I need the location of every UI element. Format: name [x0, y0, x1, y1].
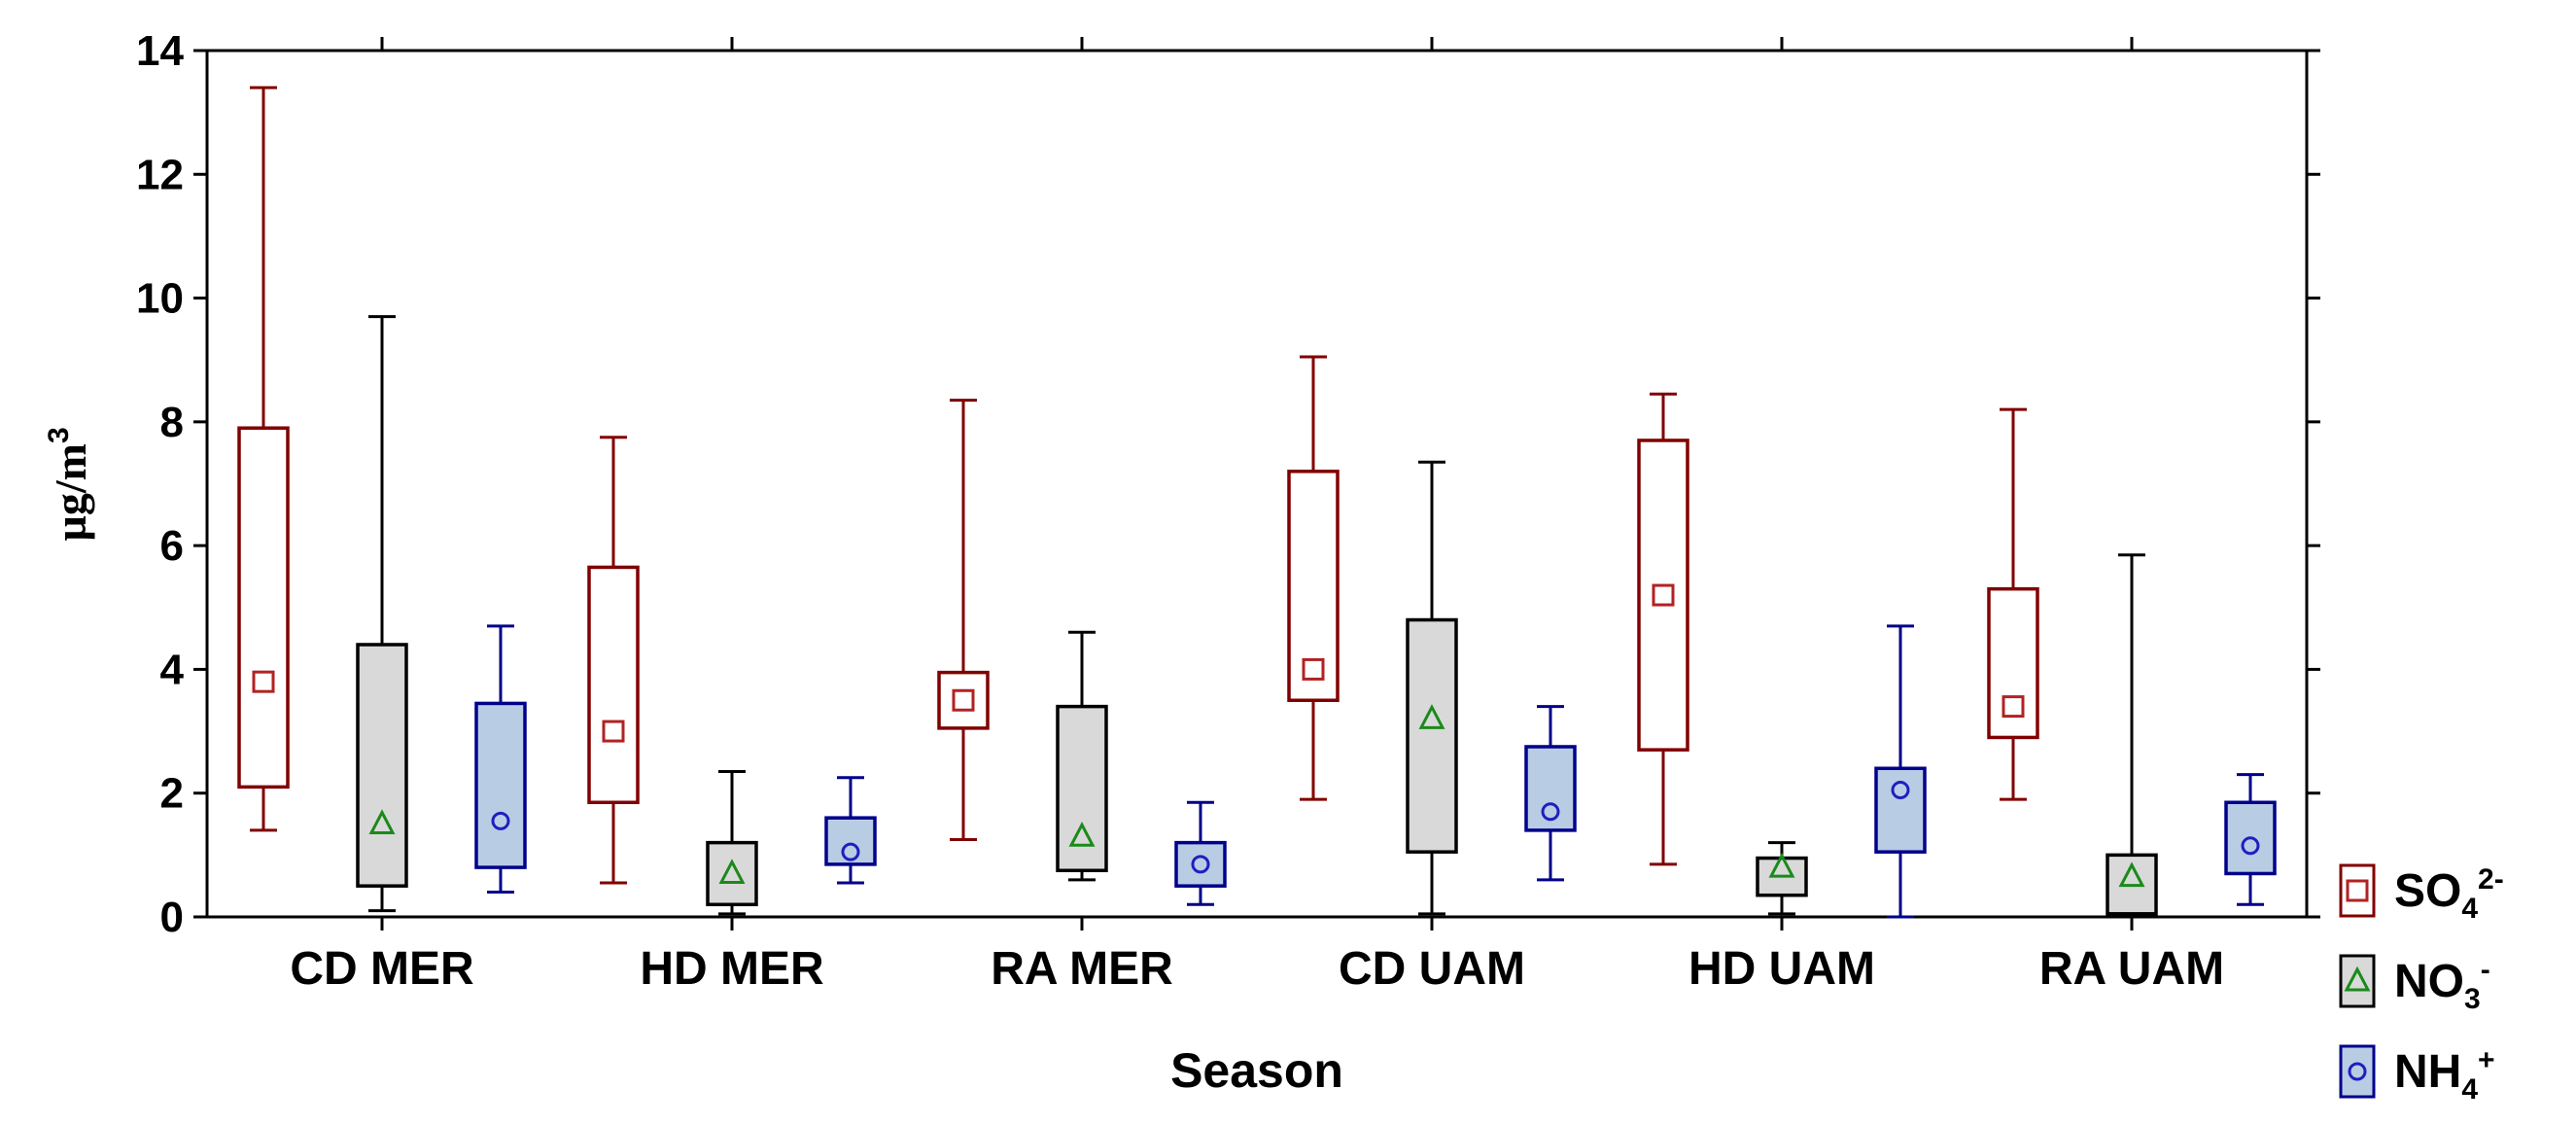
iqr-box [1524, 745, 1577, 832]
y-tick-label: 8 [160, 399, 184, 446]
box-ra-mer-0 [937, 399, 990, 841]
box-cd-uam-0 [1287, 355, 1340, 801]
iqr-box [824, 816, 877, 866]
box-cd-mer-2 [474, 624, 527, 895]
legend-label: NH4+ [2394, 1044, 2495, 1106]
median-marker [252, 670, 275, 693]
box-cd-mer-0 [237, 86, 290, 832]
legend-label-base: SO [2394, 865, 2461, 917]
legend-item-1: NO3- [2339, 954, 2490, 1015]
iqr-box [1406, 617, 1458, 854]
median-marker [1068, 822, 1096, 847]
box-hd-mer-1 [706, 769, 758, 916]
legend-marker [2348, 1062, 2367, 1081]
legend-label-base: NO [2394, 956, 2464, 1007]
plot-frame [205, 49, 2309, 919]
iqr-box [1637, 439, 1689, 752]
legend-label-sup: - [2481, 954, 2490, 986]
y-tick-label: 12 [136, 151, 184, 198]
box-cd-mer-1 [356, 315, 408, 913]
median-marker [368, 809, 396, 835]
iqr-box [2106, 853, 2158, 916]
median-marker [1302, 657, 1325, 681]
median-marker [2002, 695, 2025, 719]
y-tick-label: 0 [160, 894, 184, 941]
iqr-box [1987, 586, 2039, 740]
iqr-box [706, 840, 758, 907]
iqr-box [474, 701, 527, 869]
legend-label-sup: 2- [2478, 863, 2504, 896]
legend-label-base: NH [2394, 1046, 2461, 1098]
box-cd-uam-2 [1524, 705, 1577, 882]
median-marker [841, 842, 860, 861]
median-marker [491, 811, 510, 830]
box-ra-uam-1 [2106, 553, 2158, 919]
box-ra-mer-2 [1174, 800, 1227, 906]
legend-label: NO3- [2394, 954, 2490, 1015]
y-tick-label: 2 [160, 770, 184, 818]
box-series [237, 86, 2277, 919]
median-marker [2241, 836, 2260, 856]
median-marker [718, 859, 746, 884]
legend-item-0: SO42- [2339, 863, 2504, 925]
iqr-box [937, 670, 990, 730]
legend: SO42-NO3-NH4+ [2339, 863, 2504, 1106]
y-tick-labels: 0 2 4 6 8 10 12 14 [136, 27, 184, 941]
y-axis-title-sup: 3 [43, 427, 75, 443]
x-axis-title: Season [1170, 1043, 1343, 1098]
y-axis-title-base: µg/m [46, 443, 95, 542]
legend-marker [2346, 879, 2369, 902]
legend-label-sub: 4 [2461, 1073, 2478, 1106]
box-hd-uam-2 [1874, 624, 1927, 919]
median-marker [1652, 583, 1675, 607]
median-marker [1418, 704, 1445, 729]
legend-label-sup: + [2478, 1044, 2495, 1076]
box-hd-mer-0 [587, 436, 640, 885]
y-tick-label: 14 [136, 27, 184, 75]
iqr-box [356, 643, 408, 888]
x-category-labels: CD MER HD MER RA MER CD UAM HD UAM RA UAM [290, 943, 2224, 995]
x-category-label: HD UAM [1688, 943, 1875, 995]
y-axis-title: µg/m3 [43, 427, 95, 541]
median-marker [1541, 802, 1560, 822]
svg-text:µg/m3: µg/m3 [43, 427, 95, 541]
legend-item-2: NH4+ [2339, 1044, 2495, 1106]
y-tick-label: 6 [160, 522, 184, 570]
legend-marker [2344, 966, 2371, 992]
median-marker [952, 688, 975, 712]
iqr-box [1056, 704, 1108, 873]
median-marker [1768, 852, 1795, 878]
x-category-label: RA MER [991, 943, 1173, 995]
legend-label-sub: 3 [2464, 983, 2481, 1015]
y-tick-label: 4 [160, 646, 185, 693]
box-ra-uam-0 [1987, 407, 2039, 801]
iqr-box [237, 426, 290, 790]
median-marker [2118, 861, 2145, 888]
x-category-label: RA UAM [2039, 943, 2224, 995]
median-marker [1891, 781, 1910, 800]
y-tick-label: 10 [136, 275, 184, 323]
x-category-label: CD UAM [1339, 943, 1525, 995]
legend-swatch [2339, 954, 2376, 1008]
x-category-label: CD MER [290, 943, 473, 995]
iqr-box [1287, 470, 1340, 702]
legend-swatch [2339, 863, 2376, 918]
x-category-label: HD MER [640, 943, 823, 995]
legend-label: SO42- [2394, 863, 2504, 925]
iqr-box [587, 565, 640, 805]
axis-ticks [193, 37, 2320, 931]
box-ra-mer-1 [1056, 630, 1108, 882]
box-hd-mer-2 [824, 776, 877, 885]
median-marker [1191, 855, 1210, 874]
iqr-box [1174, 840, 1227, 888]
box-hd-uam-0 [1637, 392, 1689, 866]
legend-label-sub: 4 [2461, 893, 2478, 925]
box-cd-uam-1 [1406, 460, 1458, 916]
box-hd-uam-1 [1756, 841, 1808, 916]
box-ra-uam-2 [2224, 773, 2277, 906]
legend-swatch [2339, 1044, 2376, 1099]
median-marker [602, 720, 625, 743]
